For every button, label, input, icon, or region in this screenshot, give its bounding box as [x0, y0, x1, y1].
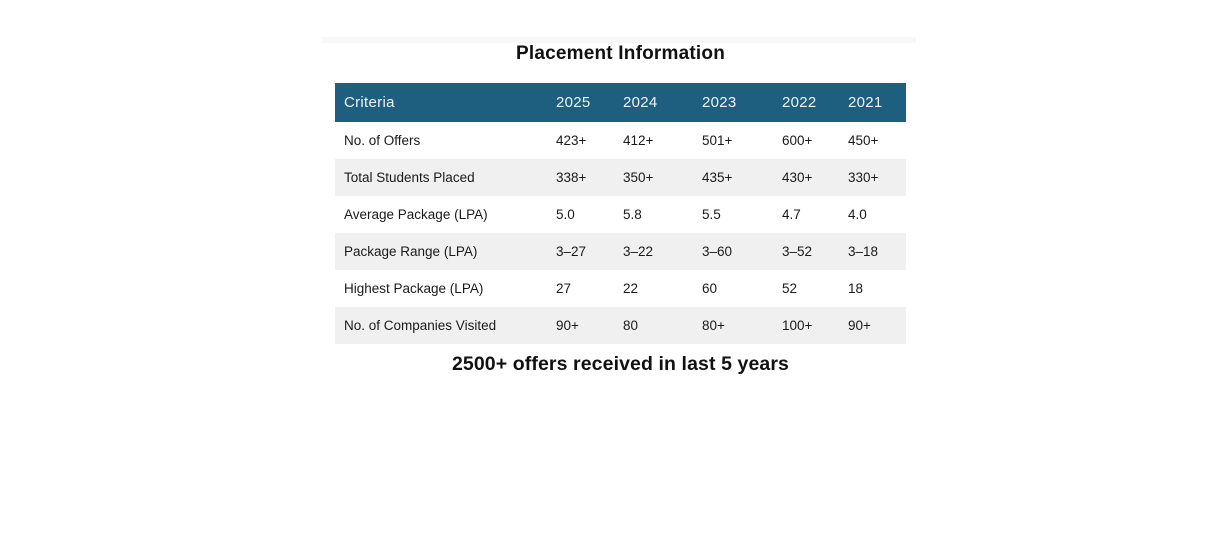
summary-note: 2500+ offers received in last 5 years: [451, 353, 790, 375]
value-cell: 100+: [782, 318, 813, 333]
row-label-cell: Total Students Placed: [344, 170, 475, 185]
value-cell: 4.7: [782, 207, 801, 222]
value-cell: 3–22: [623, 244, 654, 259]
table-row: Average Package (LPA) 5.0 5.8 5.5 4.7 4.…: [335, 196, 906, 233]
value-cell: 4.0: [848, 207, 867, 222]
value-cell: 5.0: [556, 207, 575, 222]
value-cell: 412+: [623, 133, 654, 148]
table-row: Package Range (LPA) 3–27 3–22 3–60 3–52 …: [335, 233, 906, 270]
table-row: Highest Package (LPA) 27 22 60 52 18: [335, 270, 906, 307]
value-cell: 600+: [782, 133, 813, 148]
column-header-criteria: Criteria: [344, 94, 395, 111]
value-cell: 501+: [702, 133, 733, 148]
value-cell: 27: [556, 281, 572, 296]
table-row: Total Students Placed 338+ 350+ 435+ 430…: [335, 159, 906, 196]
row-label-cell: Package Range (LPA): [344, 244, 478, 259]
page-title: Placement Information: [515, 43, 726, 64]
table-row: No. of Offers 423+ 412+ 501+ 600+ 450+: [335, 122, 906, 159]
value-cell: 350+: [623, 170, 654, 185]
value-cell: 5.8: [623, 207, 642, 222]
value-cell: 330+: [848, 170, 879, 185]
card-top-border: [322, 37, 916, 43]
value-cell: 3–18: [848, 244, 879, 259]
value-cell: 430+: [782, 170, 813, 185]
table-row: No. of Companies Visited 90+ 80 80+ 100+…: [335, 307, 906, 344]
column-header-2023: 2023: [702, 94, 737, 111]
row-label-cell: No. of Companies Visited: [344, 318, 497, 333]
column-header-2025: 2025: [556, 94, 591, 111]
value-cell: 80+: [702, 318, 725, 333]
column-header-2021: 2021: [848, 94, 883, 111]
value-cell: 3–52: [782, 244, 813, 259]
value-cell: 52: [782, 281, 798, 296]
value-cell: 18: [848, 281, 864, 296]
value-cell: 3–27: [556, 244, 587, 259]
placement-table: Criteria 2025 2024 2023 2022 2021 No. of…: [335, 83, 906, 344]
value-cell: 3–60: [702, 244, 733, 259]
column-header-2024: 2024: [623, 94, 658, 111]
value-cell: 22: [623, 281, 639, 296]
value-cell: 435+: [702, 170, 733, 185]
value-cell: 60: [702, 281, 718, 296]
value-cell: 90+: [556, 318, 579, 333]
value-cell: 80: [623, 318, 639, 333]
value-cell: 5.5: [702, 207, 721, 222]
value-cell: 338+: [556, 170, 587, 185]
column-header-2022: 2022: [782, 94, 817, 111]
row-label-cell: No. of Offers: [344, 133, 421, 148]
row-label-cell: Highest Package (LPA): [344, 281, 484, 296]
value-cell: 90+: [848, 318, 871, 333]
value-cell: 423+: [556, 133, 587, 148]
row-label-cell: Average Package (LPA): [344, 207, 488, 222]
value-cell: 450+: [848, 133, 879, 148]
header-row: Criteria 2025 2024 2023 2022 2021: [335, 83, 906, 122]
